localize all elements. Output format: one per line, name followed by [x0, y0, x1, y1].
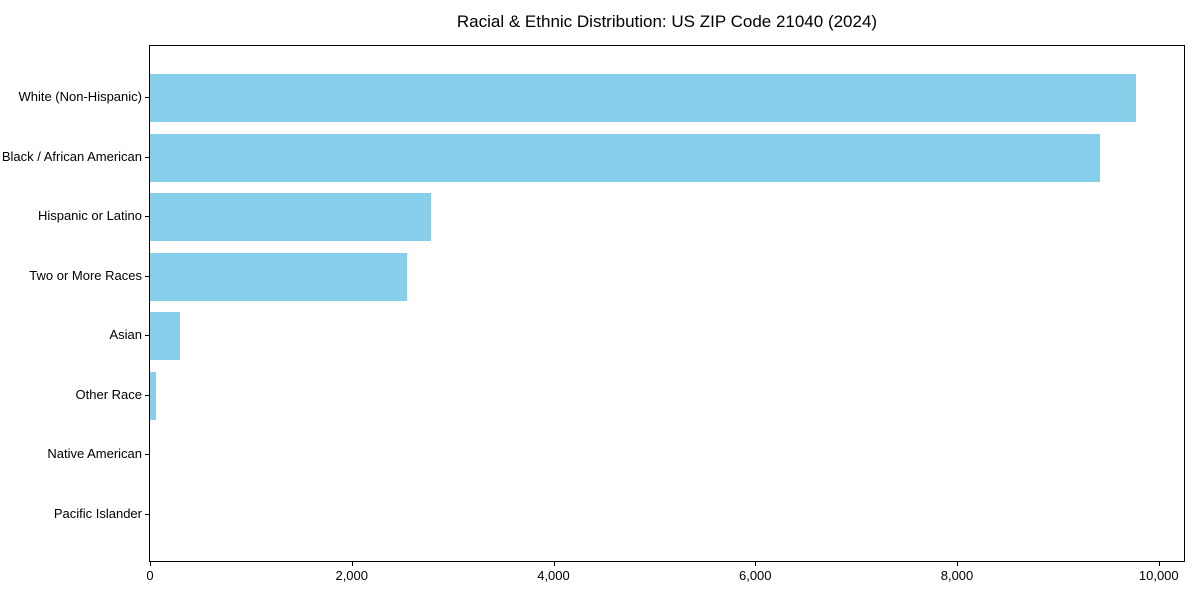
y-axis-label: Asian [109, 327, 142, 343]
bar-black-african-american [150, 133, 1101, 182]
x-tick-label: 2,000 [335, 568, 369, 583]
chart-title: Racial & Ethnic Distribution: US ZIP Cod… [456, 12, 878, 31]
x-tick-mark [957, 562, 959, 566]
x-tick-mark [351, 562, 353, 566]
bar-other-race [150, 371, 157, 420]
y-axis-label: Native American [47, 446, 142, 462]
plot-area [149, 45, 1185, 562]
bar-hispanic-or-latino [150, 193, 432, 242]
x-tick-label: 8,000 [940, 568, 974, 583]
x-tick-mark [553, 562, 555, 566]
x-tick-label: 0 [146, 568, 154, 583]
y-axis-label: Other Race [75, 386, 142, 402]
bar-two-or-more-races [150, 252, 408, 301]
bar-white-non-hispanic [150, 74, 1136, 122]
y-tick-mark [145, 335, 149, 337]
x-tick-label: 4,000 [537, 568, 570, 583]
x-tick-label: 6,000 [738, 568, 772, 583]
y-tick-mark [145, 275, 149, 277]
y-axis-label: White (Non-Hispanic) [18, 89, 142, 104]
x-tick-mark [755, 562, 757, 566]
bar-asian [150, 312, 180, 361]
y-tick-mark [145, 513, 149, 515]
y-axis-label: Two or More Races [29, 267, 142, 283]
y-tick-mark [145, 97, 149, 98]
y-tick-mark [145, 394, 149, 396]
y-tick-mark [145, 156, 149, 158]
x-tick-mark [1158, 562, 1160, 566]
y-axis-label: Pacific Islander [53, 505, 142, 521]
y-tick-mark [145, 454, 149, 456]
x-tick-label: 10,000 [1138, 568, 1179, 583]
y-axis-label: Black / African American [1, 148, 142, 164]
x-tick-mark [150, 562, 151, 566]
y-tick-mark [145, 216, 149, 218]
y-axis-label: Hispanic or Latino [37, 208, 142, 224]
